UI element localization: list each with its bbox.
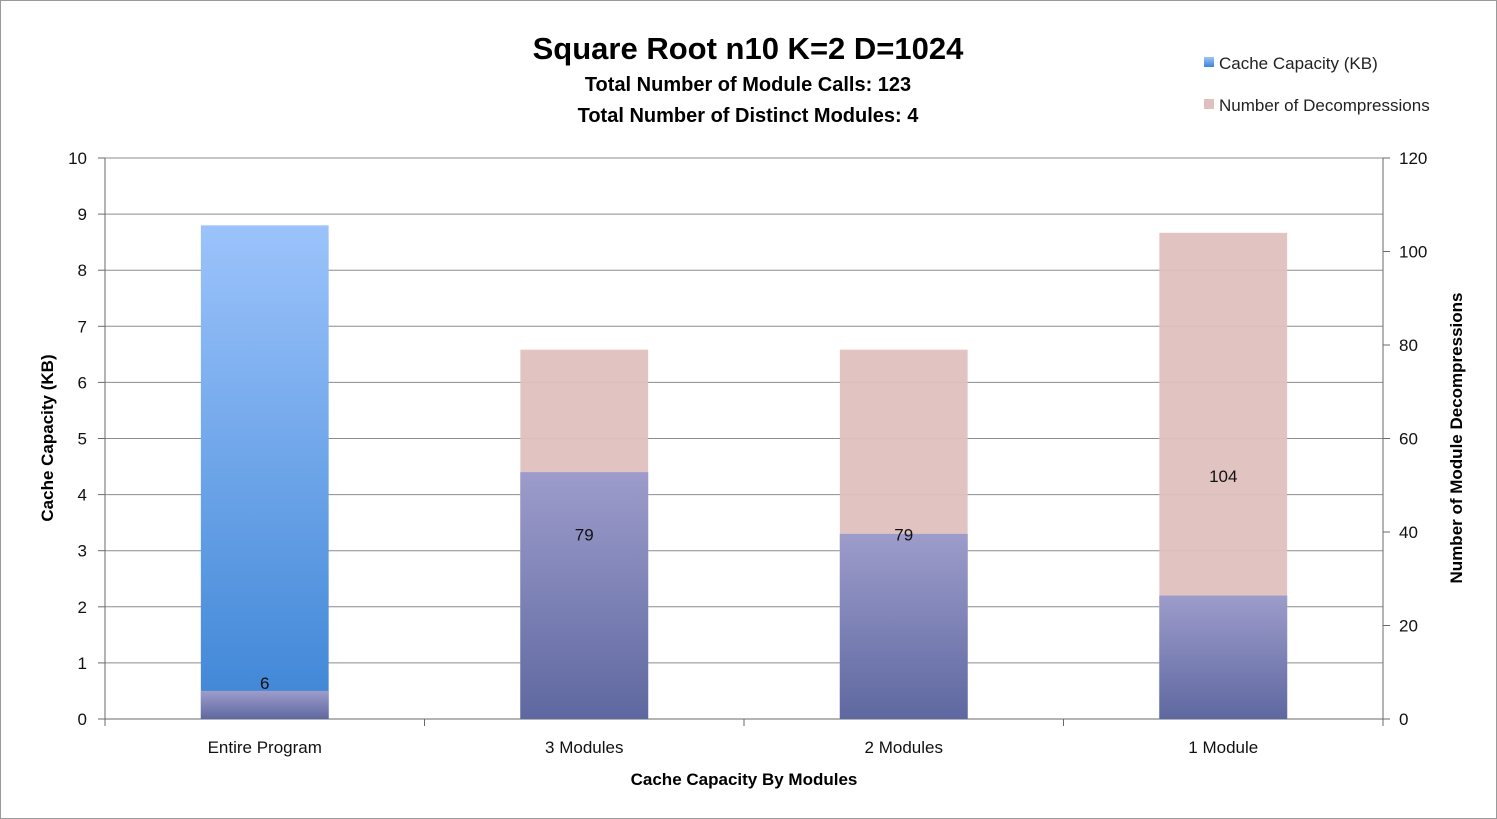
legend: Cache Capacity (KB) Number of Decompress… [1204,54,1430,115]
data-label-decompressions: 104 [1209,467,1237,486]
chart-subtitle-1: Total Number of Module Calls: 123 [585,74,911,96]
legend-swatch-capacity [1204,57,1214,67]
y-tick-label: 5 [78,430,87,449]
x-tick-label: 1 Module [1188,738,1258,757]
y2-tick-label: 40 [1399,523,1418,542]
y-tick-label: 2 [78,598,87,617]
x-axis-title: Cache Capacity By Modules [631,770,858,789]
y2-tick-label: 60 [1399,430,1418,449]
y-tick-label: 6 [78,373,87,392]
legend-label-capacity: Cache Capacity (KB) [1219,54,1378,73]
bar-overlap [520,472,649,719]
y-tick-label: 3 [78,542,87,561]
y-tick-label: 1 [78,654,87,673]
y2-tick-label: 20 [1399,617,1418,636]
chart-subtitle-2: Total Number of Distinct Modules: 4 [578,105,920,127]
y-tick-label: 10 [68,149,87,168]
bar-overlap [200,690,329,719]
y-tick-label: 4 [78,486,87,505]
x-tick-label: 3 Modules [545,738,623,757]
bar-overlap [1159,595,1288,719]
chart-title: Square Root n10 K=2 D=1024 [533,31,964,66]
y2-tick-label: 80 [1399,336,1418,355]
y2-tick-label: 120 [1399,149,1427,168]
x-tick-label: 2 Modules [865,738,943,757]
y2-tick-label: 0 [1399,710,1408,729]
y2-tick-label: 100 [1399,243,1427,262]
y-tick-label: 8 [78,261,87,280]
legend-label-decompressions: Number of Decompressions [1219,96,1430,115]
y-tick-label: 7 [78,317,87,336]
bar-overlap [839,533,968,719]
bars [200,225,1288,720]
y-tick-label: 9 [78,205,87,224]
y-axis-title: Cache Capacity (KB) [38,354,57,521]
y2-axis-title: Number of Module Decompressions [1447,293,1466,584]
legend-swatch-decompressions [1204,99,1214,109]
data-label-decompressions: 6 [260,674,269,693]
data-labels: 6 79 79 104 [260,467,1237,693]
data-label-decompressions: 79 [894,525,913,544]
data-label-decompressions: 79 [575,525,594,544]
y-tick-label: 0 [78,710,87,729]
bar-cache-capacity [200,225,329,719]
x-tick-label: Entire Program [208,738,322,757]
